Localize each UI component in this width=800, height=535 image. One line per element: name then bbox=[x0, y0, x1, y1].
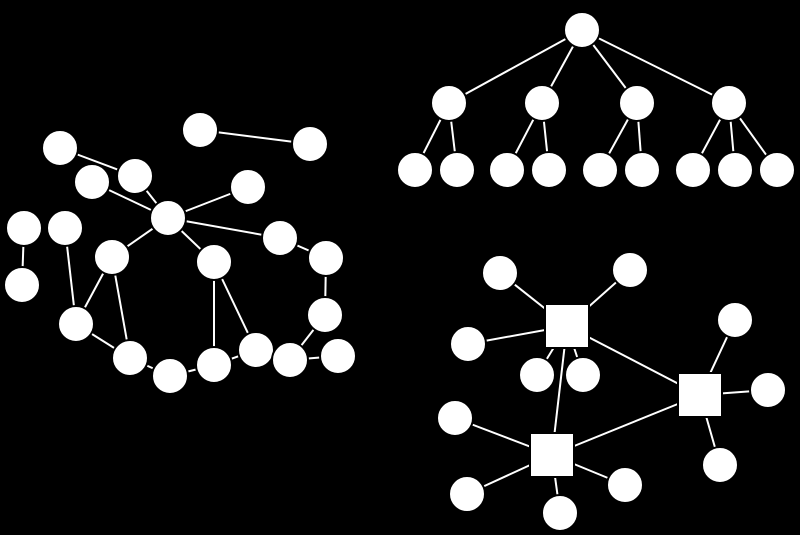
node-circle bbox=[489, 152, 525, 188]
node-circle bbox=[262, 220, 298, 256]
node-circle bbox=[272, 342, 308, 378]
node-circle bbox=[74, 164, 110, 200]
node-circle bbox=[431, 85, 467, 121]
node-circle bbox=[582, 152, 618, 188]
node-circle bbox=[607, 467, 643, 503]
diagram-canvas bbox=[0, 0, 800, 535]
node-circle bbox=[565, 357, 601, 393]
node-circle bbox=[519, 357, 555, 393]
node-circle bbox=[94, 239, 130, 275]
node-circle bbox=[564, 12, 600, 48]
node-square bbox=[545, 304, 589, 348]
node-circle bbox=[437, 400, 473, 436]
node-circle bbox=[439, 152, 475, 188]
node-circle bbox=[717, 152, 753, 188]
node-circle bbox=[702, 447, 738, 483]
node-circle bbox=[717, 302, 753, 338]
node-circle bbox=[449, 476, 485, 512]
node-circle bbox=[117, 158, 153, 194]
node-circle bbox=[182, 112, 218, 148]
node-circle bbox=[624, 152, 660, 188]
node-circle bbox=[482, 255, 518, 291]
node-circle bbox=[6, 210, 42, 246]
node-circle bbox=[150, 200, 186, 236]
node-circle bbox=[524, 85, 560, 121]
node-circle bbox=[152, 358, 188, 394]
node-circle bbox=[531, 152, 567, 188]
node-circle bbox=[230, 169, 266, 205]
node-square bbox=[530, 433, 574, 477]
node-circle bbox=[619, 85, 655, 121]
node-circle bbox=[196, 347, 232, 383]
node-circle bbox=[397, 152, 433, 188]
node-circle bbox=[238, 332, 274, 368]
node-circle bbox=[750, 372, 786, 408]
node-circle bbox=[675, 152, 711, 188]
node-circle bbox=[47, 210, 83, 246]
node-circle bbox=[450, 326, 486, 362]
node-circle bbox=[292, 126, 328, 162]
node-square bbox=[678, 373, 722, 417]
node-circle bbox=[759, 152, 795, 188]
node-circle bbox=[308, 240, 344, 276]
node-circle bbox=[711, 85, 747, 121]
node-circle bbox=[196, 244, 232, 280]
node-circle bbox=[542, 495, 578, 531]
node-circle bbox=[307, 297, 343, 333]
node-circle bbox=[58, 306, 94, 342]
node-circle bbox=[612, 252, 648, 288]
node-circle bbox=[42, 130, 78, 166]
node-circle bbox=[112, 340, 148, 376]
node-circle bbox=[4, 267, 40, 303]
node-circle bbox=[320, 338, 356, 374]
